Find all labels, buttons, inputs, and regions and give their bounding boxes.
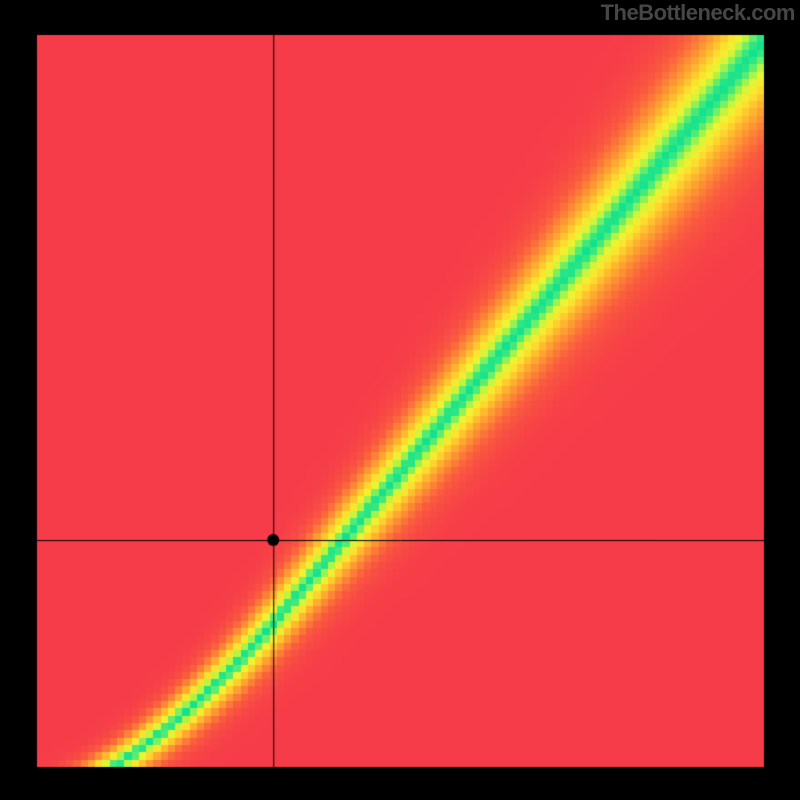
- watermark-text: TheBottleneck.com: [601, 0, 795, 26]
- bottleneck-heatmap: [0, 0, 800, 800]
